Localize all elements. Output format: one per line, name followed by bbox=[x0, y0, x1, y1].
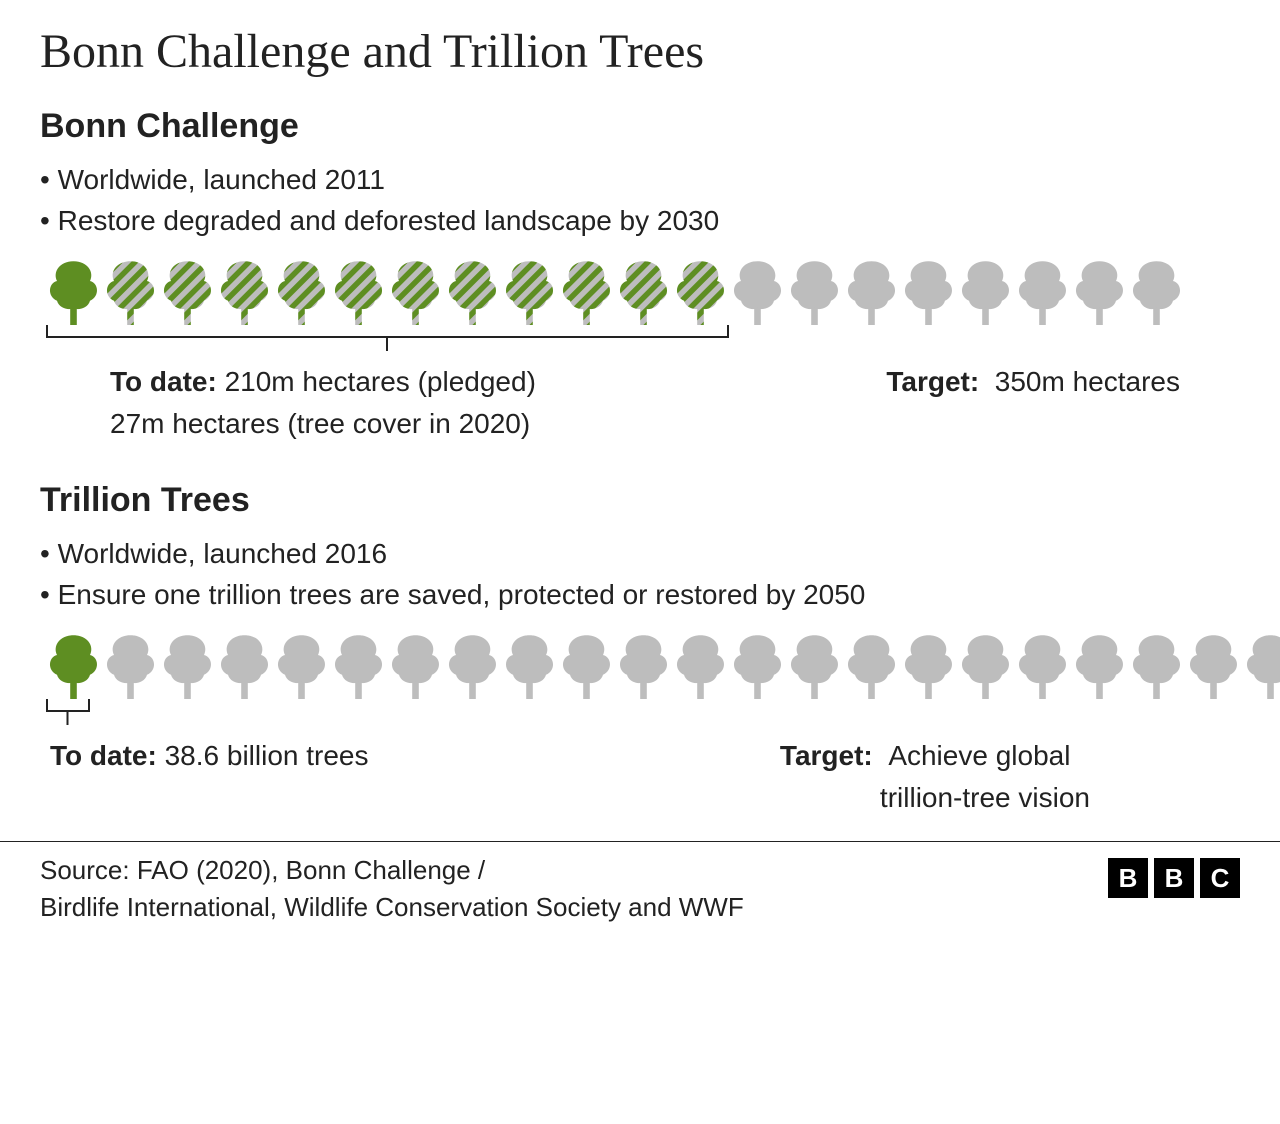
main-title: Bonn Challenge and Trillion Trees bbox=[40, 24, 1240, 79]
tree-icon bbox=[730, 259, 785, 325]
tree-icon bbox=[46, 633, 101, 699]
to-date-caption: To date: 38.6 billion trees bbox=[40, 735, 369, 819]
section-heading: Trillion Trees bbox=[40, 481, 1240, 520]
tree-icon bbox=[958, 633, 1013, 699]
tree-icon bbox=[1243, 633, 1280, 699]
caption-row: To date: 210m hectares (pledged) 27m hec… bbox=[40, 361, 1240, 445]
tree-icon bbox=[445, 633, 500, 699]
tree-icon bbox=[559, 259, 614, 325]
bullet-item: • Ensure one trillion trees are saved, p… bbox=[40, 575, 1240, 616]
tree-icon bbox=[388, 633, 443, 699]
tree-icon bbox=[673, 259, 728, 325]
section-heading: Bonn Challenge bbox=[40, 107, 1240, 146]
tree-icon bbox=[445, 259, 500, 325]
tree-icon bbox=[331, 259, 386, 325]
tree-icon bbox=[730, 633, 785, 699]
section-bonn-challenge: Bonn Challenge • Worldwide, launched 201… bbox=[40, 107, 1240, 445]
tree-icon bbox=[502, 259, 557, 325]
bullet-item: • Worldwide, launched 2016 bbox=[40, 534, 1240, 575]
section-trillion-trees: Trillion Trees • Worldwide, launched 201… bbox=[40, 481, 1240, 819]
tree-icon bbox=[46, 259, 101, 325]
tree-icon bbox=[1072, 259, 1127, 325]
tree-icon bbox=[844, 259, 899, 325]
footer: Source: FAO (2020), Bonn Challenge / Bir… bbox=[0, 841, 1280, 953]
tree-icon bbox=[673, 633, 728, 699]
tree-icon bbox=[274, 259, 329, 325]
bbc-block: B bbox=[1154, 858, 1194, 898]
source-text: Source: FAO (2020), Bonn Challenge / Bir… bbox=[40, 852, 744, 925]
tree-icon bbox=[958, 259, 1013, 325]
tree-icon bbox=[1015, 633, 1070, 699]
tree-icon bbox=[103, 259, 158, 325]
caption-row: To date: 38.6 billion trees Target: Achi… bbox=[40, 735, 1240, 819]
bbc-block: B bbox=[1108, 858, 1148, 898]
infographic-container: Bonn Challenge and Trillion Trees Bonn C… bbox=[0, 0, 1280, 819]
bullet-item: • Restore degraded and deforested landsc… bbox=[40, 201, 1240, 242]
tree-icon bbox=[160, 633, 215, 699]
tree-icon bbox=[844, 633, 899, 699]
tree-icon bbox=[616, 633, 671, 699]
tree-icon bbox=[331, 633, 386, 699]
bbc-logo: B B C bbox=[1108, 852, 1240, 898]
bullet-list: • Worldwide, launched 2011 • Restore deg… bbox=[40, 160, 1240, 241]
tree-icon bbox=[103, 633, 158, 699]
bbc-block: C bbox=[1200, 858, 1240, 898]
tree-icon bbox=[901, 633, 956, 699]
tree-icon bbox=[559, 633, 614, 699]
tree-pictogram-row bbox=[40, 259, 1240, 325]
tree-icon bbox=[616, 259, 671, 325]
bracket bbox=[46, 325, 1240, 355]
tree-icon bbox=[217, 633, 272, 699]
tree-icon bbox=[502, 633, 557, 699]
tree-icon bbox=[901, 259, 956, 325]
tree-icon bbox=[787, 633, 842, 699]
tree-icon bbox=[787, 259, 842, 325]
tree-icon bbox=[1186, 633, 1241, 699]
bullet-list: • Worldwide, launched 2016 • Ensure one … bbox=[40, 534, 1240, 615]
target-caption: Target: 350m hectares bbox=[886, 361, 1240, 445]
tree-icon bbox=[274, 633, 329, 699]
tree-icon bbox=[160, 259, 215, 325]
tree-icon bbox=[1129, 633, 1184, 699]
tree-icon bbox=[217, 259, 272, 325]
tree-icon bbox=[1015, 259, 1070, 325]
to-date-caption: To date: 210m hectares (pledged) 27m hec… bbox=[40, 361, 536, 445]
bracket bbox=[46, 699, 1240, 729]
bullet-item: • Worldwide, launched 2011 bbox=[40, 160, 1240, 201]
tree-icon bbox=[1129, 259, 1184, 325]
tree-pictogram-row bbox=[40, 633, 1240, 699]
tree-icon bbox=[1072, 633, 1127, 699]
target-caption: Target: Achieve global trillion-tree vis… bbox=[780, 735, 1240, 819]
tree-icon bbox=[388, 259, 443, 325]
